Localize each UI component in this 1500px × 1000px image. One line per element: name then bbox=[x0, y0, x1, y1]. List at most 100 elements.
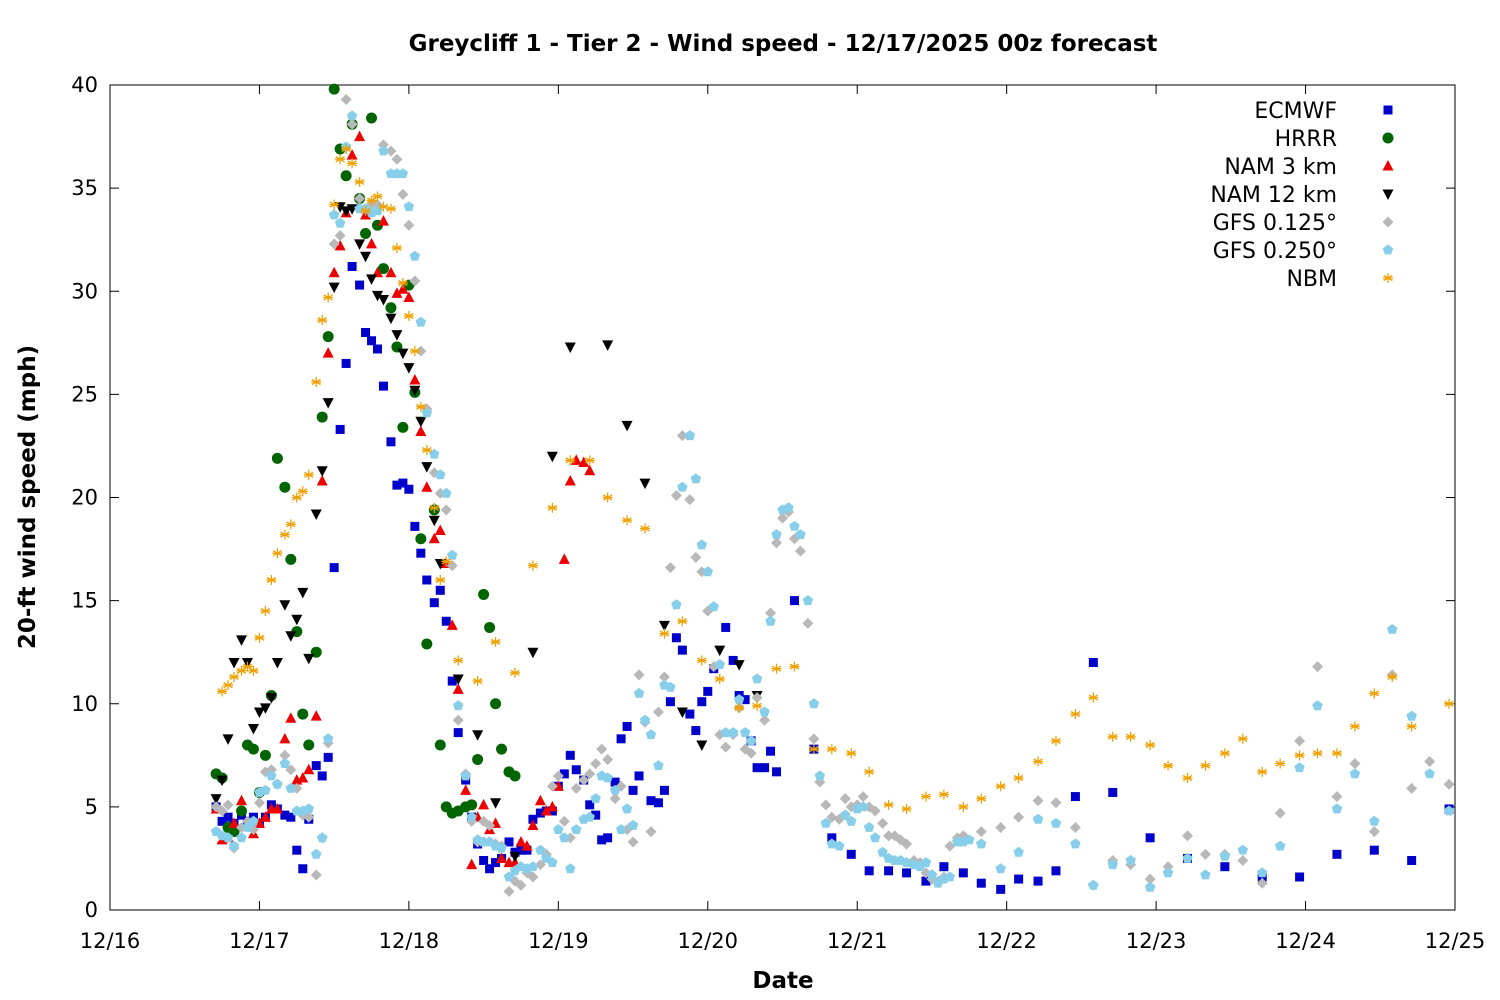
data-point bbox=[253, 797, 265, 809]
data-point bbox=[535, 844, 546, 855]
data-point bbox=[271, 802, 283, 814]
data-point bbox=[334, 217, 346, 228]
data-point bbox=[322, 347, 334, 358]
data-point bbox=[403, 311, 414, 321]
data-point bbox=[565, 863, 576, 874]
series-nbm bbox=[217, 143, 1455, 814]
data-point bbox=[428, 515, 440, 527]
series-nam-12-km bbox=[210, 202, 763, 863]
data-point bbox=[802, 617, 814, 629]
data-point bbox=[280, 810, 290, 820]
data-point bbox=[1443, 805, 1455, 816]
data-point bbox=[377, 295, 389, 306]
data-point bbox=[334, 239, 346, 251]
y-tick-label: 5 bbox=[85, 795, 98, 819]
data-point bbox=[640, 523, 651, 534]
data-point bbox=[391, 242, 402, 253]
data-point bbox=[410, 521, 420, 531]
data-point bbox=[236, 805, 248, 817]
data-point bbox=[404, 484, 414, 494]
data-point bbox=[434, 739, 446, 751]
data-point bbox=[676, 430, 688, 442]
data-point bbox=[901, 838, 913, 850]
data-point bbox=[222, 734, 234, 745]
data-point bbox=[316, 466, 328, 477]
data-point bbox=[1163, 760, 1174, 771]
data-point bbox=[366, 237, 378, 249]
data-point bbox=[236, 794, 248, 806]
data-point bbox=[415, 401, 426, 412]
data-point bbox=[759, 714, 771, 726]
data-point bbox=[385, 203, 396, 214]
data-point bbox=[772, 767, 782, 777]
data-point bbox=[1369, 815, 1380, 826]
data-point bbox=[728, 727, 739, 738]
data-point bbox=[1406, 710, 1417, 721]
data-point bbox=[322, 331, 334, 343]
data-point bbox=[1182, 852, 1193, 863]
data-point bbox=[397, 283, 409, 294]
data-point bbox=[765, 607, 777, 619]
data-point bbox=[328, 282, 340, 294]
data-point bbox=[1144, 873, 1156, 885]
chart-title: Greycliff 1 - Tier 2 - Wind speed - 12/1… bbox=[409, 31, 1158, 57]
data-point bbox=[802, 595, 814, 606]
data-point bbox=[794, 545, 806, 557]
data-point bbox=[559, 769, 569, 779]
data-point bbox=[884, 866, 894, 876]
data-point bbox=[429, 598, 439, 608]
data-point bbox=[652, 706, 664, 718]
data-point bbox=[645, 729, 657, 740]
data-point bbox=[697, 697, 707, 707]
data-point bbox=[771, 537, 783, 549]
data-point bbox=[322, 398, 334, 409]
data-point bbox=[217, 686, 228, 697]
data-point bbox=[1331, 803, 1343, 814]
data-point bbox=[279, 529, 290, 540]
data-point bbox=[995, 822, 1007, 833]
data-point bbox=[310, 869, 322, 881]
data-point bbox=[696, 740, 708, 751]
data-point bbox=[460, 770, 471, 781]
data-point bbox=[1407, 856, 1417, 865]
data-point bbox=[303, 803, 314, 814]
data-point bbox=[1256, 877, 1268, 889]
y-tick-label: 30 bbox=[71, 279, 98, 303]
data-point bbox=[691, 726, 701, 736]
data-point bbox=[372, 290, 384, 302]
data-point bbox=[409, 385, 421, 397]
data-point bbox=[901, 857, 912, 867]
data-point bbox=[603, 833, 613, 843]
data-point bbox=[1219, 748, 1230, 759]
data-point bbox=[372, 205, 383, 216]
data-point bbox=[771, 529, 782, 540]
data-point bbox=[441, 487, 452, 498]
data-point bbox=[1182, 773, 1193, 783]
data-point bbox=[1125, 855, 1136, 865]
data-point bbox=[1125, 731, 1136, 742]
data-point bbox=[766, 746, 776, 756]
data-point bbox=[1107, 731, 1118, 742]
data-point bbox=[340, 93, 352, 105]
data-point bbox=[658, 671, 670, 683]
data-point bbox=[378, 381, 388, 391]
data-point bbox=[921, 876, 931, 886]
data-point bbox=[777, 512, 788, 524]
data-point bbox=[490, 698, 502, 710]
data-point bbox=[703, 686, 713, 696]
data-point bbox=[415, 533, 427, 545]
data-point bbox=[415, 316, 427, 327]
data-point bbox=[752, 763, 762, 773]
data-point bbox=[521, 840, 533, 851]
data-point bbox=[671, 633, 681, 643]
legend-marker bbox=[1382, 132, 1394, 144]
data-point bbox=[496, 852, 508, 863]
data-point bbox=[627, 836, 639, 848]
data-point bbox=[1050, 817, 1062, 828]
data-point bbox=[303, 739, 315, 751]
data-point bbox=[684, 430, 696, 441]
data-point bbox=[485, 864, 495, 874]
data-point bbox=[590, 793, 601, 804]
data-point bbox=[585, 800, 595, 810]
data-point bbox=[310, 509, 322, 520]
